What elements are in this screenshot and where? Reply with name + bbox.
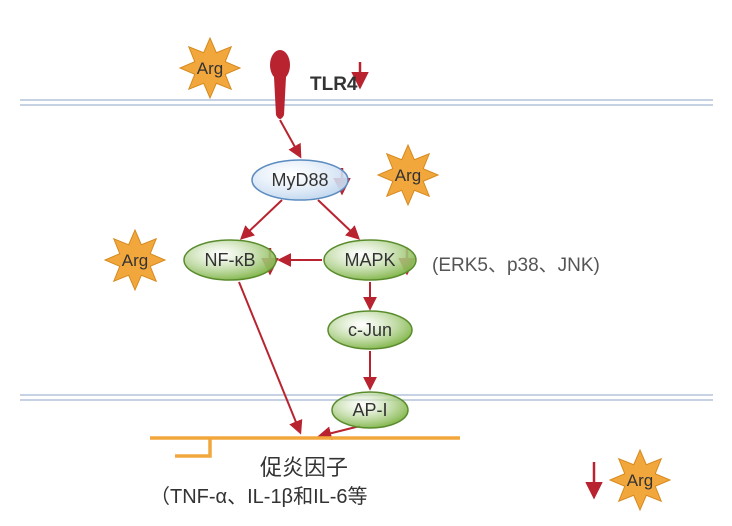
a-tlr4-myd88 [280, 120, 300, 156]
a-myd88-mapk [318, 200, 358, 238]
node-myd88: MyD88 [271, 170, 328, 190]
diagram-canvas: MyD88 NF-κB MAPK c-Jun AP-I Arg Arg Arg Arg TLR… [0, 0, 732, 526]
side-text-erk: (ERK5、p38、JNK) [432, 250, 600, 277]
star-mid1-label: Arg [395, 166, 421, 185]
node-api: AP-I [352, 400, 387, 420]
bottom-sub: （TNF-α、IL-1β和IL-6等 [150, 480, 368, 509]
node-mapk: MAPK [344, 250, 395, 270]
star-bottom-label: Arg [627, 471, 653, 490]
node-nfkb: NF-κB [205, 250, 256, 270]
svg-layer: MyD88 NF-κB MAPK c-Jun AP-I Arg Arg Arg Arg [0, 0, 732, 526]
star-mid2-label: Arg [122, 251, 148, 270]
a-nfkb-dna [239, 282, 300, 432]
a-api-dna [320, 426, 360, 436]
bottom-title: 促炎因子 [260, 450, 348, 482]
node-cjun: c-Jun [348, 320, 392, 340]
a-myd88-nfkb [242, 200, 282, 238]
star-top-label: Arg [197, 59, 223, 78]
label-tlr4: TLR4 [310, 74, 358, 96]
